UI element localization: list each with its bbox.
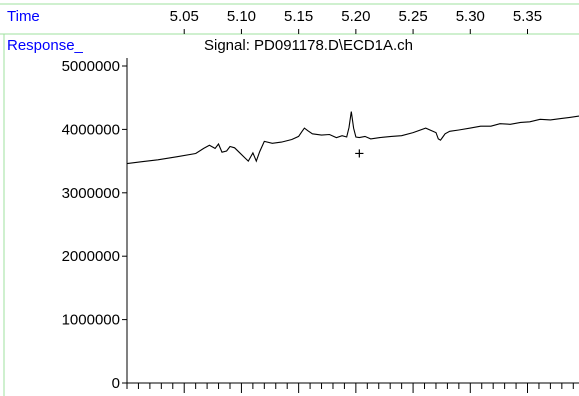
y-axis-label: Response_	[7, 37, 84, 54]
x-tick-labels: 5.05 5.10 5.15 5.20 5.25 5.30 5.35	[170, 8, 542, 25]
y-tick-label: 5000000	[62, 58, 120, 75]
x-tick-label: 5.15	[284, 8, 313, 25]
x-tick-label: 5.25	[398, 8, 427, 25]
y-tick-label: 4000000	[62, 121, 120, 138]
x-tick-label: 5.10	[227, 8, 256, 25]
x-tick-label: 5.35	[513, 8, 542, 25]
x-tick-label: 5.05	[170, 8, 199, 25]
x-axis-label: Time	[7, 8, 40, 25]
signal-trace-line	[126, 111, 579, 165]
y-tick-label: 3000000	[62, 185, 120, 202]
x-tick-label: 5.20	[341, 8, 370, 25]
axes	[122, 29, 579, 393]
y-tick-label: 1000000	[62, 312, 120, 329]
x-tick-label: 5.30	[456, 8, 485, 25]
y-tick-label: 2000000	[62, 248, 120, 265]
y-tick-labels: 0 1000000 2000000 3000000 4000000 5000000	[62, 58, 120, 392]
plot-area: +	[126, 111, 579, 165]
y-tick-label: 0	[112, 375, 120, 392]
cursor-marker: +	[354, 144, 364, 163]
chart-title: Signal: PD091178.D\ECD1A.ch	[204, 37, 413, 54]
